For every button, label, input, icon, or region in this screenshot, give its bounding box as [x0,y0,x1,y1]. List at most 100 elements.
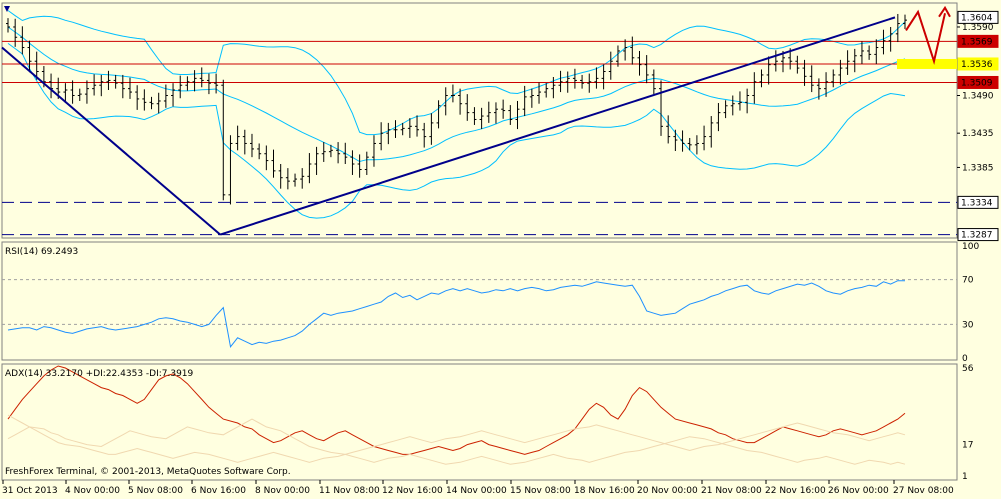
ohlc-bar [264,145,269,171]
ohlc-bar [465,94,470,121]
ohlc-bar [694,135,699,155]
price-tag-label: 1.3536 [961,60,993,70]
ohlc-bar [781,50,786,73]
x-tick-label: 18 Nov 16:00 [574,486,635,496]
ohlc-bar [436,100,441,129]
adx-tick-label: 17 [962,441,973,451]
price-tag-label: 1.3569 [961,37,993,47]
ohlc-bar [20,26,25,55]
panel-frame [1,2,958,239]
adx-tick-label: 1 [962,472,968,482]
rsi-title: RSI(14) 69.2493 [5,247,78,257]
ohlc-bar [515,100,520,130]
symbol-marker-icon [4,6,10,12]
price-level-tag: 1.3509 [957,75,999,89]
ohlc-bar [127,77,132,99]
ohlc-bar [895,13,900,43]
ohlc-bar [400,122,405,136]
adx-panel[interactable]: 56 17 1 ADX(14) 33.2170 +DI:22.4353 -DI:7.3… [1,363,974,482]
panel-frame [1,241,958,361]
x-tick-label: 12 Nov 16:00 [382,486,443,496]
ohlc-bar [874,39,879,64]
descending-trendline [1,46,221,236]
ohlc-bar [371,135,376,167]
ohlc-bar [185,76,190,91]
adx-tick-label: 56 [962,364,974,374]
ohlc-bar [300,168,305,189]
ohlc-bar [99,74,104,97]
ohlc-bar [192,70,197,92]
price-level-tag: 1.3569 [957,34,999,48]
ohlc-bar [816,78,821,100]
x-tick-label: 31 Oct 2013 [2,486,58,496]
ohlc-bar [379,122,384,151]
ohlc-bar [659,80,664,136]
ohlc-bar [450,84,455,103]
ohlc-bar [795,55,800,74]
ohlc-bar [867,45,872,60]
ohlc-bar [63,83,68,104]
ohlc-bar [651,69,656,95]
bollinger-middle [7,26,906,163]
ohlc-bar [77,88,82,101]
ohlc-bar [723,100,728,119]
price-tag-box [957,75,999,89]
rsi-panel[interactable]: 100 70 30 0 RSI(14) 69.2493 [1,241,979,364]
rsi-tick-label: 0 [962,354,968,364]
ohlc-bar [623,39,628,61]
y-tick-label: 1.3590 [962,23,994,33]
ohlc-bar [228,135,233,205]
ohlc-bar [443,87,448,116]
ohlc-bar [199,67,204,88]
ohlc-bar [888,26,893,52]
ohlc-bar [608,51,613,80]
ohlc-bar [903,14,907,30]
ohlc-bar [249,133,254,158]
ohlc-bar [824,72,829,97]
ohlc-bar [206,73,211,95]
ohlc-bar [407,118,412,138]
bollinger-upper [7,10,906,136]
ohlc-bar [601,64,606,90]
x-tick-label: 15 Nov 08:00 [510,486,571,496]
ohlc-bar [644,55,649,84]
ohlc-bar [106,70,111,91]
ohlc-bar [680,130,685,152]
ohlc-bar [479,107,484,130]
y-tick-label: 1.3385 [962,163,994,173]
ohlc-bar [594,67,599,89]
ohlc-bar [27,40,32,73]
y-tick-label: 1.3490 [962,91,994,101]
ohlc-bar [630,36,635,65]
rsi-tick-label: 30 [962,320,974,330]
ohlc-bar [773,50,778,72]
ohlc-bar [336,142,341,164]
forecast-arrow-head [938,5,951,18]
x-tick-label: 6 Nov 16:00 [191,486,246,496]
price-tag-label: 1.3509 [961,78,993,88]
ohlc-bar [120,74,125,99]
adx-title: ADX(14) 33.2170 +DI:22.4353 -DI:7.3919 [5,369,194,379]
ohlc-bar [838,59,843,85]
ohlc-bar [666,115,671,144]
ohlc-bar [737,91,742,111]
ohlc-bar [522,85,527,117]
ohlc-bar [242,129,247,155]
forecast-arrow [905,9,946,65]
di-minus-line [7,418,906,465]
time-axis: 31 Oct 2013 4 Nov 00:00 5 Nov 08:00 6 Nov 1… [2,480,954,496]
ohlc-bar [580,74,585,89]
ohlc-bar [415,115,420,137]
ohlc-bar [350,150,355,175]
ohlc-bar [831,69,836,88]
price-panel[interactable]: 1.3590 1.3490 1.3435 1.3385 1.3604 1.3569 1.35… [1,2,999,242]
ohlc-bar [328,144,333,158]
ohlc-bar [802,59,807,86]
ohlc-bar [70,80,75,104]
x-tick-label: 11 Nov 08:00 [319,486,380,496]
ohlc-bar [745,88,750,114]
ohlc-bar [221,79,226,201]
price-level-tag: 1.3536 [957,57,999,71]
ohlc-bar [285,168,290,190]
